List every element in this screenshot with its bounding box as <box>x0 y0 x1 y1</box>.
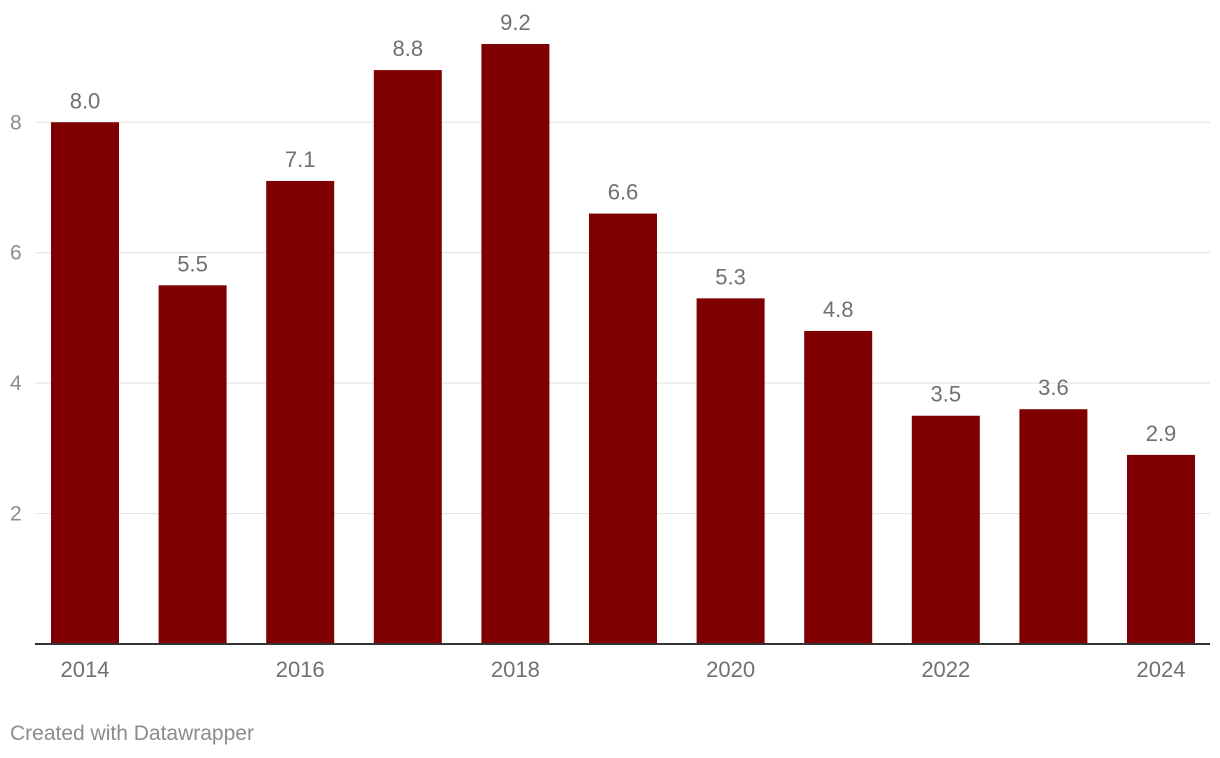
bar <box>589 213 657 644</box>
bar <box>1127 454 1195 644</box>
bar <box>266 180 335 644</box>
value-labels: 8.0 5.5 7.1 8.8 9.2 6.6 5.3 4.8 3.5 3.6 2.9 <box>70 10 1177 446</box>
x-tick-label: 2024 <box>1137 657 1186 682</box>
bar <box>373 70 442 644</box>
bar <box>158 285 227 644</box>
y-tick-label: 6 <box>10 242 22 265</box>
bar <box>696 298 765 644</box>
bar-value-label: 4.8 <box>823 297 854 322</box>
bar-value-label: 8.0 <box>70 88 101 113</box>
bar-value-label: 5.3 <box>715 264 746 289</box>
x-tick-label: 2020 <box>706 657 755 682</box>
bar <box>1019 409 1088 644</box>
bar-value-label: 5.5 <box>177 251 208 276</box>
bars <box>51 44 1195 645</box>
bar-value-label: 8.8 <box>393 36 424 61</box>
bar-value-label: 7.1 <box>285 147 316 172</box>
bar <box>911 415 980 644</box>
x-axis-tick-labels: 2014 2016 2018 2020 2022 2024 <box>61 657 1186 682</box>
footer-credit: Created with Datawrapper <box>10 722 254 745</box>
x-tick-label: 2016 <box>276 657 325 682</box>
x-tick-label: 2014 <box>61 657 110 682</box>
x-tick-label: 2022 <box>921 657 970 682</box>
bar-value-label: 3.6 <box>1038 375 1069 400</box>
bar-value-label: 6.6 <box>608 180 639 205</box>
y-axis-tick-labels: 2 4 6 8 <box>10 111 22 525</box>
x-tick-label: 2018 <box>491 657 540 682</box>
bar <box>804 330 873 644</box>
y-tick-label: 4 <box>10 372 22 395</box>
bar-value-label: 2.9 <box>1146 421 1177 446</box>
bar-value-label: 3.5 <box>931 382 962 407</box>
y-tick-label: 2 <box>10 503 22 526</box>
y-tick-label: 8 <box>10 111 22 134</box>
bar <box>481 44 550 644</box>
bar <box>51 122 119 645</box>
bar-value-label: 9.2 <box>500 10 531 35</box>
